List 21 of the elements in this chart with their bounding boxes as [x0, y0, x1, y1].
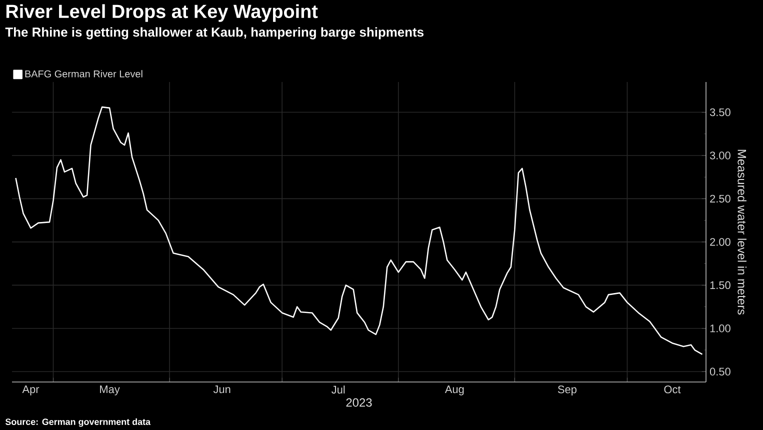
y-tick-label: 2.00: [710, 238, 730, 246]
x-tick-label: Jun: [213, 386, 230, 394]
y-tick-label: 2.50: [710, 194, 730, 203]
x-tick-label: Jul: [332, 386, 345, 394]
y-axis-title: Measured water level in meters: [738, 150, 746, 315]
y-tick-label: 0.50: [710, 368, 730, 376]
y-tick-label: 3.00: [710, 152, 730, 160]
line-series: [15, 106, 703, 355]
x-tick-label: Aug: [444, 386, 464, 396]
x-tick-label: Sep: [558, 386, 576, 396]
source-note: Source: German government data: [5, 418, 151, 427]
x-tick-label: May: [100, 386, 120, 396]
x-tick-label: Oct: [664, 386, 681, 394]
y-tick-label: 1.00: [710, 324, 730, 332]
y-tick-label: 1.50: [710, 281, 730, 290]
legend-label: BAFG German River Level: [25, 70, 142, 78]
chart-title: River Level Drops at Key Waypoint: [6, 4, 318, 22]
chart-subtitle: The Rhine is getting shallower at Kaub, hampering barge shipments: [5, 27, 424, 40]
x-tick-label: Apr: [22, 386, 40, 396]
x-axis-title: 2023: [346, 398, 372, 407]
y-tick-label: 3.50: [710, 108, 730, 116]
